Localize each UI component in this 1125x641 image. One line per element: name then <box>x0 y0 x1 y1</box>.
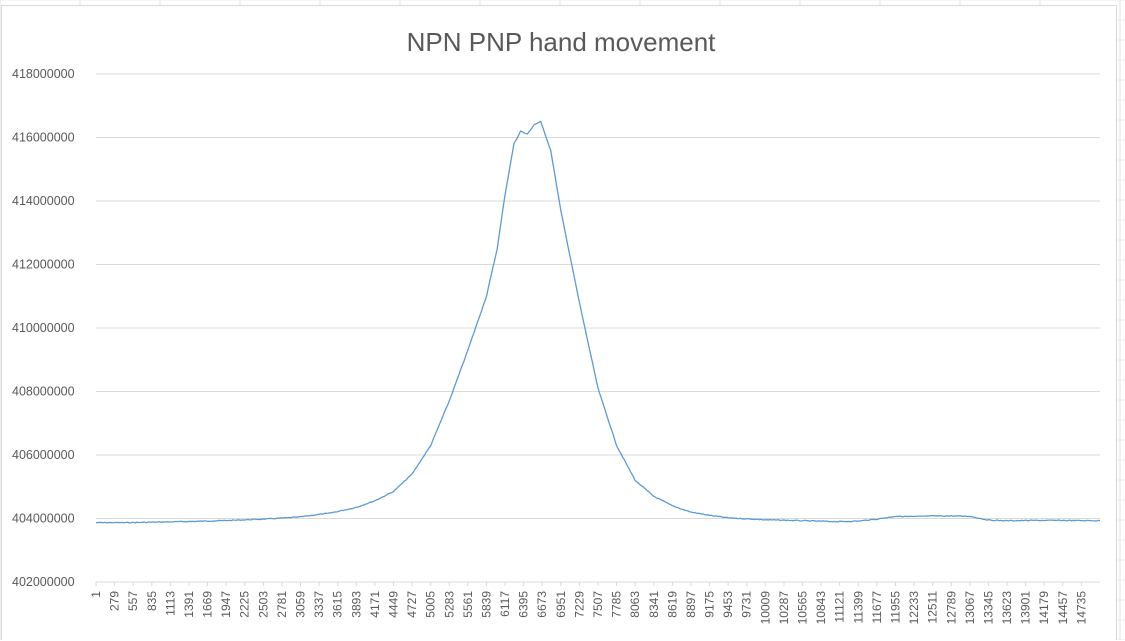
x-tick-label: 5283 <box>442 591 456 618</box>
x-tick-label: 7785 <box>610 591 624 618</box>
x-tick-label: 11955 <box>888 591 902 624</box>
x-tick-label: 835 <box>145 591 159 611</box>
x-tick-label: 3615 <box>331 591 345 618</box>
x-tick-label: 2781 <box>275 591 289 618</box>
y-tick-label: 414000000 <box>12 194 75 208</box>
chart-area[interactable]: NPN PNP hand movement 402000000 404000000… <box>1 5 1117 640</box>
x-axis-ticks: 1 279 557 835 1113 1391 1669 1947 2225 2503 2781 30… <box>89 582 1088 624</box>
x-tick-label: 9453 <box>721 591 735 618</box>
x-tick-label: 6673 <box>535 591 549 618</box>
x-tick-label: 13901 <box>1019 591 1033 625</box>
series-layer <box>95 120 1101 524</box>
x-tick-label: 5839 <box>479 591 493 618</box>
gridlines <box>96 73 1100 583</box>
y-tick-label: 408000000 <box>12 385 75 399</box>
x-tick-label: 2225 <box>238 591 252 618</box>
x-tick-label: 10843 <box>814 591 828 625</box>
x-tick-label: 14179 <box>1037 591 1051 625</box>
x-tick-label: 6117 <box>498 591 512 617</box>
x-tick-label: 8063 <box>628 591 642 618</box>
series-line <box>95 120 1101 524</box>
x-tick-label: 1947 <box>219 591 233 618</box>
x-tick-label: 10009 <box>758 591 772 625</box>
line-chart: NPN PNP hand movement 402000000 404000000… <box>12 27 1101 624</box>
x-tick-label: 1669 <box>201 591 215 618</box>
x-tick-label: 8897 <box>684 591 698 618</box>
x-tick-label: 4171 <box>368 591 382 618</box>
x-tick-label: 557 <box>126 591 140 611</box>
y-tick-label: 412000000 <box>12 258 75 272</box>
x-tick-label: 6951 <box>554 591 568 618</box>
x-tick-label: 1391 <box>182 591 196 618</box>
x-tick-label: 11677 <box>870 591 884 624</box>
x-tick-label: 4449 <box>386 591 400 618</box>
x-tick-label: 6395 <box>517 591 531 618</box>
x-tick-label: 14457 <box>1056 591 1070 625</box>
x-tick-label: 13623 <box>1000 591 1014 625</box>
y-tick-label: 418000000 <box>12 67 75 81</box>
x-tick-label: 10565 <box>796 591 810 625</box>
y-tick-label: 404000000 <box>12 512 75 526</box>
x-tick-label: 12233 <box>907 591 921 625</box>
x-tick-label: 8341 <box>647 591 661 618</box>
x-tick-label: 4727 <box>405 591 419 618</box>
x-tick-label: 11399 <box>851 591 865 624</box>
x-tick-label: 5005 <box>424 591 438 618</box>
x-tick-label: 1 <box>89 591 103 598</box>
x-tick-label: 3059 <box>294 591 308 618</box>
x-tick-label: 10287 <box>777 591 791 625</box>
x-tick-label: 14735 <box>1074 591 1088 625</box>
x-tick-label: 7507 <box>591 591 605 618</box>
x-tick-label: 279 <box>108 591 122 611</box>
x-tick-label: 12511 <box>926 591 940 624</box>
y-tick-label: 416000000 <box>12 131 75 145</box>
y-axis-ticks: 402000000 404000000 406000000 408000000 4100… <box>12 67 75 589</box>
x-tick-label: 7229 <box>572 591 586 618</box>
x-tick-label: 3893 <box>349 591 363 618</box>
x-tick-label: 12789 <box>944 591 958 625</box>
x-tick-label: 1113 <box>163 591 177 616</box>
y-tick-label: 402000000 <box>12 575 75 589</box>
x-tick-label: 2503 <box>256 591 270 618</box>
x-tick-label: 5561 <box>461 591 475 618</box>
x-tick-label: 9175 <box>703 591 717 618</box>
x-tick-label: 9731 <box>740 591 754 618</box>
chart-title: NPN PNP hand movement <box>407 27 717 57</box>
x-tick-label: 3337 <box>312 591 326 618</box>
x-tick-label: 13067 <box>963 591 977 625</box>
y-tick-label: 410000000 <box>12 321 75 335</box>
x-tick-label: 11121 <box>833 591 847 623</box>
y-tick-label: 406000000 <box>12 448 75 462</box>
x-tick-label: 13345 <box>981 591 995 625</box>
x-tick-label: 8619 <box>665 591 679 618</box>
